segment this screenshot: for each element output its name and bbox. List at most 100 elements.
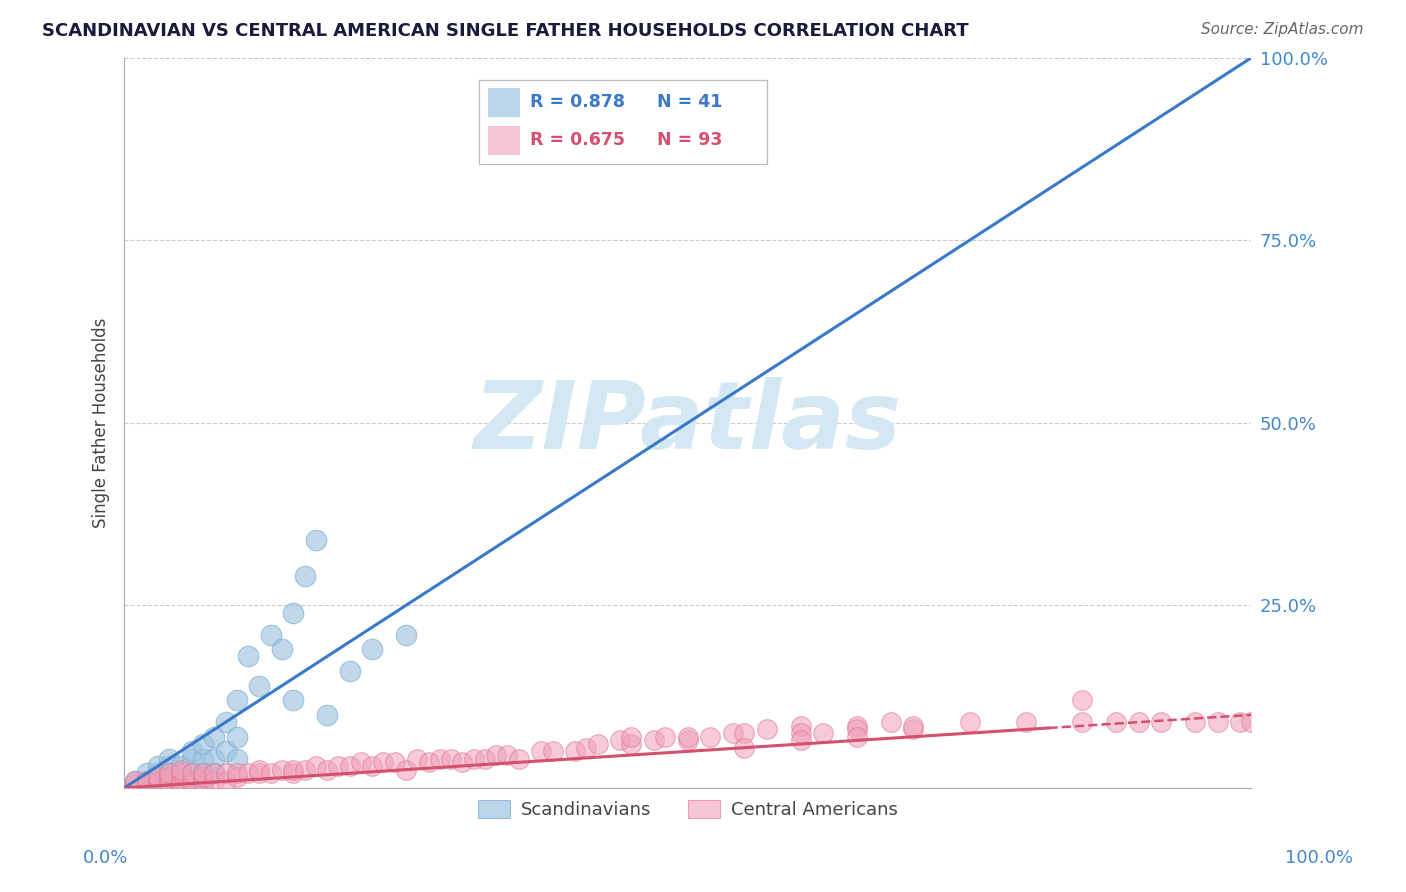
Point <box>146 770 169 784</box>
Point <box>202 752 225 766</box>
Point <box>575 740 598 755</box>
Point <box>283 693 305 707</box>
Point <box>157 766 180 780</box>
Point <box>485 747 508 762</box>
Point <box>811 726 834 740</box>
Point <box>215 773 238 788</box>
Point <box>350 756 373 770</box>
Point <box>283 766 305 780</box>
Point <box>451 756 474 770</box>
Point <box>541 744 564 758</box>
Point <box>135 773 157 788</box>
Point <box>215 766 238 780</box>
Point <box>135 766 157 780</box>
Point <box>157 766 180 780</box>
Point <box>305 759 328 773</box>
Point <box>620 737 643 751</box>
Point <box>474 752 496 766</box>
Point <box>146 773 169 788</box>
Point <box>406 752 429 766</box>
Point <box>124 773 146 788</box>
Point <box>271 642 294 657</box>
Point <box>361 759 384 773</box>
Point <box>283 763 305 777</box>
Point <box>463 752 485 766</box>
Point <box>202 730 225 744</box>
Point <box>699 730 721 744</box>
Point <box>305 533 328 547</box>
Point <box>1015 715 1038 730</box>
Point <box>676 733 699 747</box>
Point <box>249 766 271 780</box>
Point <box>903 723 925 737</box>
Point <box>294 763 316 777</box>
Point <box>226 770 249 784</box>
Point <box>845 730 868 744</box>
Point <box>1128 715 1150 730</box>
Point <box>676 730 699 744</box>
Point <box>157 770 180 784</box>
Point <box>226 730 249 744</box>
Point <box>733 726 755 740</box>
Point <box>215 744 238 758</box>
Point <box>845 719 868 733</box>
Point <box>1071 715 1094 730</box>
Point <box>755 723 778 737</box>
Point <box>418 756 440 770</box>
Text: SCANDINAVIAN VS CENTRAL AMERICAN SINGLE FATHER HOUSEHOLDS CORRELATION CHART: SCANDINAVIAN VS CENTRAL AMERICAN SINGLE … <box>42 22 969 40</box>
Point <box>789 726 811 740</box>
Point <box>191 773 214 788</box>
Point <box>146 759 169 773</box>
Point <box>271 763 294 777</box>
Point <box>180 752 202 766</box>
Point <box>328 759 350 773</box>
Point <box>429 752 451 766</box>
Point <box>384 756 406 770</box>
Point <box>530 744 553 758</box>
Point <box>180 766 202 780</box>
Point <box>283 606 305 620</box>
Point <box>395 627 418 641</box>
Point <box>508 752 530 766</box>
Point <box>157 773 180 788</box>
Point <box>1206 715 1229 730</box>
Point <box>643 733 665 747</box>
Point <box>1240 715 1263 730</box>
Point <box>721 726 744 740</box>
Point <box>789 719 811 733</box>
Point <box>339 664 361 678</box>
Point <box>180 744 202 758</box>
Point <box>903 719 925 733</box>
Point <box>564 744 586 758</box>
Point <box>146 777 169 791</box>
Point <box>180 773 202 788</box>
Point <box>191 766 214 780</box>
Point <box>226 766 249 780</box>
Point <box>440 752 463 766</box>
Y-axis label: Single Father Households: Single Father Households <box>93 318 110 528</box>
Point <box>226 752 249 766</box>
Point <box>146 766 169 780</box>
Point <box>169 759 191 773</box>
Point <box>135 777 157 791</box>
Point <box>191 773 214 788</box>
Point <box>191 777 214 791</box>
Point <box>654 730 676 744</box>
Point <box>238 649 260 664</box>
Point <box>361 642 384 657</box>
Point <box>316 707 339 722</box>
Point <box>157 777 180 791</box>
Point <box>1105 715 1128 730</box>
Point <box>146 773 169 788</box>
Point <box>316 763 339 777</box>
Legend: Scandinavians, Central Americans: Scandinavians, Central Americans <box>471 793 905 826</box>
Point <box>395 763 418 777</box>
Text: Source: ZipAtlas.com: Source: ZipAtlas.com <box>1201 22 1364 37</box>
Point <box>496 747 519 762</box>
Point <box>733 740 755 755</box>
Point <box>169 766 191 780</box>
Point <box>1229 715 1251 730</box>
Point <box>339 759 361 773</box>
Point <box>191 752 214 766</box>
Point <box>845 723 868 737</box>
